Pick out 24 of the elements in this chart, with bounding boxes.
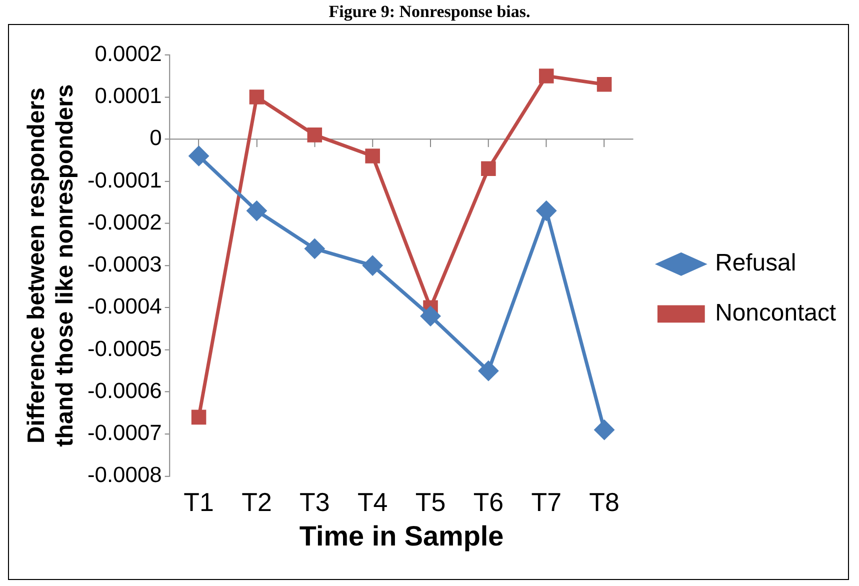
x-tick-label: T5 bbox=[415, 488, 446, 517]
x-tick-label: T4 bbox=[357, 488, 388, 517]
y-tick-label: 0.0002 bbox=[94, 40, 162, 66]
y-tick-label: -0.0007 bbox=[87, 420, 162, 446]
y-tick-label: -0.0005 bbox=[87, 336, 162, 361]
legend-label: Noncontact bbox=[715, 300, 836, 327]
y-tick-label: 0 bbox=[150, 125, 162, 150]
y-tick-label: -0.0002 bbox=[87, 209, 162, 234]
y-axis-title: Difference between responders thand those like nonresponders bbox=[22, 84, 79, 447]
y-tick-label: 0.0001 bbox=[94, 83, 162, 108]
x-tick-label: T3 bbox=[300, 488, 330, 517]
y-tick-label: -0.0001 bbox=[87, 167, 162, 192]
legend-label: Refusal bbox=[715, 250, 796, 277]
x-tick-label: T8 bbox=[589, 488, 620, 517]
x-tick-label: T2 bbox=[242, 488, 272, 517]
y-tick-label: -0.0003 bbox=[87, 252, 162, 277]
y-tick-label: -0.0004 bbox=[87, 294, 162, 319]
x-tick-label: T6 bbox=[473, 488, 504, 517]
x-tick-label: T1 bbox=[184, 488, 214, 517]
x-tick-label: T7 bbox=[531, 488, 562, 517]
chart-title: Figure 9: Nonresponse bias. bbox=[328, 2, 532, 22]
y-tick-label: -0.0008 bbox=[87, 462, 162, 488]
y-tick-label: -0.0006 bbox=[87, 378, 162, 403]
x-axis-title: Time in Sample bbox=[299, 520, 504, 552]
